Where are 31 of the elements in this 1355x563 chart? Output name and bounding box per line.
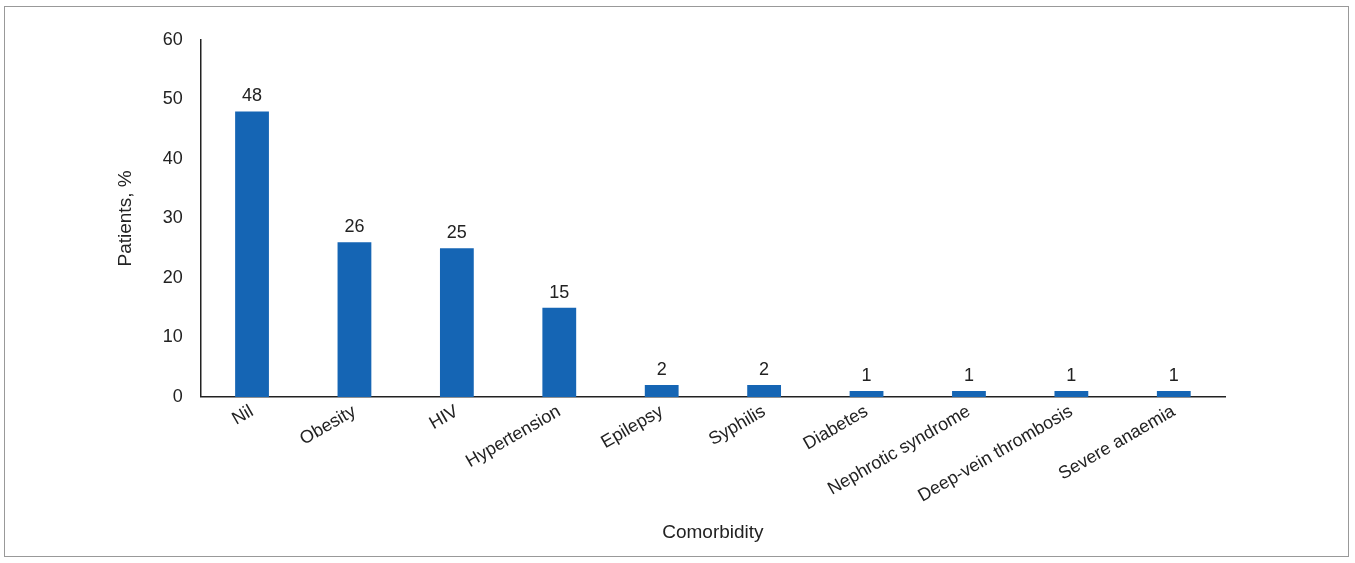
bar [337,242,372,397]
bar [439,248,474,397]
data-label: 2 [656,359,667,380]
data-label: 1 [963,364,974,385]
data-label: 48 [242,85,263,106]
data-label: 15 [549,281,570,302]
data-label: 2 [759,359,770,380]
data-label: 26 [344,216,365,237]
y-axis-title: Patients, % [113,170,135,267]
data-label: 1 [1066,364,1077,385]
x-tick-label: Nil [228,400,257,429]
y-tick-label: 30 [162,207,183,228]
data-label: 1 [1168,364,1179,385]
x-tick-label: HIV [425,400,462,434]
y-tick-label: 10 [162,326,183,347]
bar [747,385,782,397]
bar [644,385,679,397]
bar [542,307,577,397]
y-tick-label: 40 [162,147,183,168]
y-tick-label: 0 [172,385,183,406]
bar [235,111,269,397]
data-label: 1 [861,364,872,385]
bar [952,391,986,397]
bar [849,391,884,397]
data-label: 25 [446,222,467,243]
y-tick-label: 20 [162,266,183,287]
y-tick-label: 50 [162,88,183,109]
x-axis-title: Comorbidity [662,520,765,542]
bar [1156,391,1191,397]
bar [1054,391,1089,397]
y-tick-label: 60 [162,28,183,49]
